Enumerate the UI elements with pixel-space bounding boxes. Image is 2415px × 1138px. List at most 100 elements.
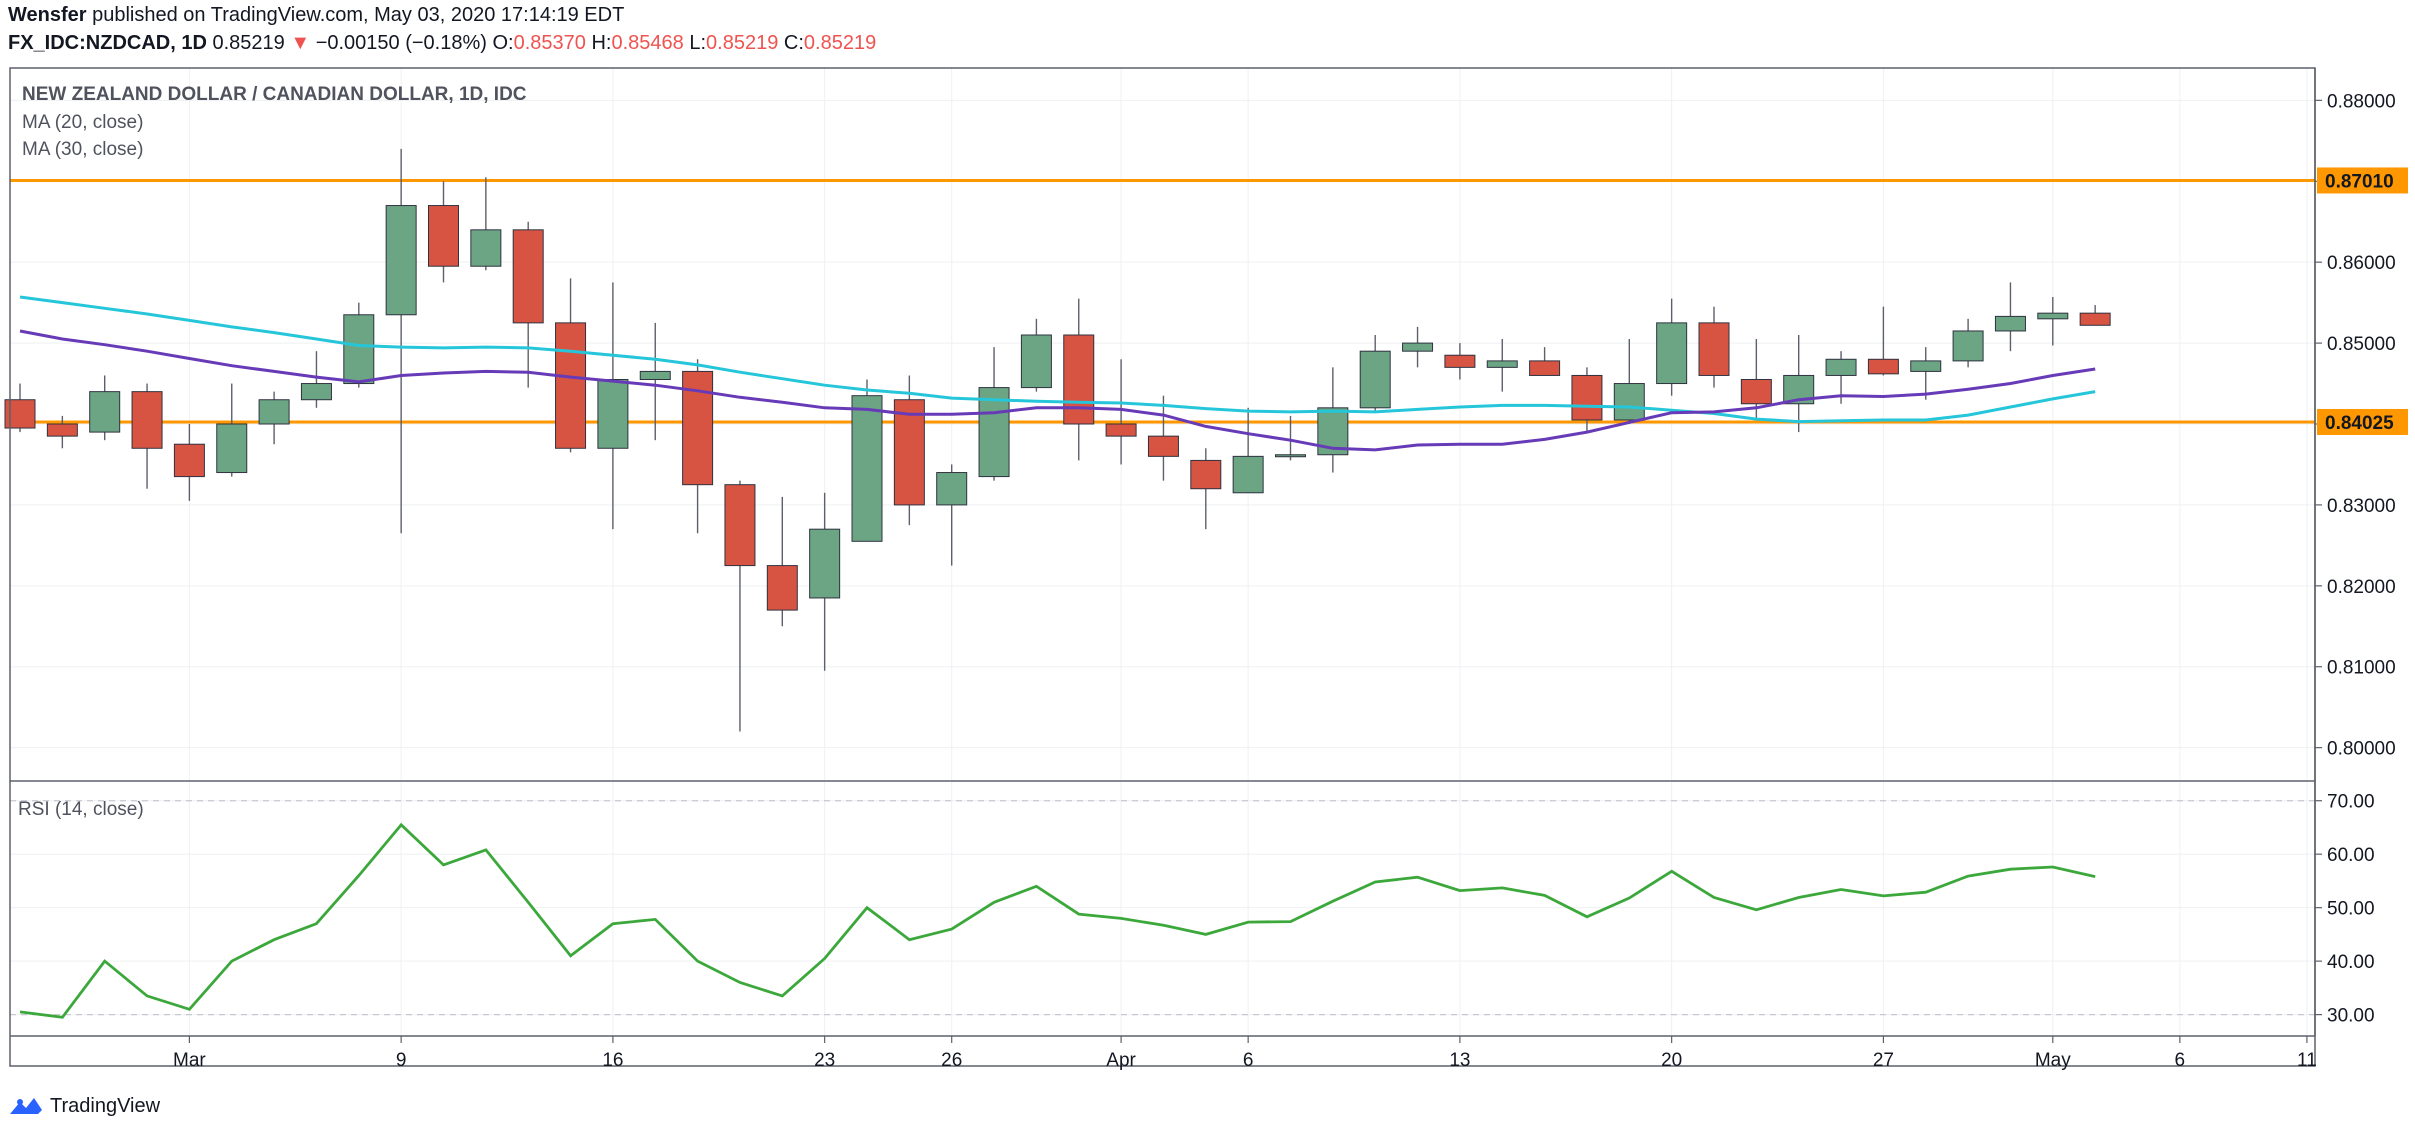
- time-tick-label: Mar: [173, 1050, 206, 1071]
- candle-body: [1571, 374, 1603, 421]
- close-value: 0.85219: [803, 32, 877, 54]
- candle-body: [131, 391, 163, 449]
- candle: [1190, 448, 1222, 530]
- chart-title: NEW ZEALAND DOLLAR / CANADIAN DOLLAR, 1D…: [22, 84, 527, 105]
- time-tick-label: 13: [1449, 1050, 1470, 1071]
- ma20-legend: MA (20, close): [22, 112, 143, 133]
- price-tick-label: 0.82000: [2327, 577, 2396, 598]
- candle-body: [555, 322, 587, 449]
- candle: [682, 359, 714, 534]
- candle-body: [1910, 360, 1942, 372]
- candle-body: [1952, 330, 1984, 362]
- candle-body: [258, 399, 290, 425]
- candle: [385, 148, 417, 534]
- time-tick-label: 6: [2175, 1050, 2186, 1071]
- time-tick-label: 16: [602, 1050, 623, 1071]
- candle: [1783, 335, 1815, 433]
- candle-body: [1444, 354, 1476, 368]
- candle: [1529, 347, 1561, 376]
- high-value: 0.85468: [611, 32, 684, 54]
- rsi-tick-label: 70.00: [2327, 792, 2375, 813]
- candle: [1994, 282, 2026, 352]
- price-chart[interactable]: 0.880000.870000.860000.850000.840000.830…: [0, 0, 2415, 1085]
- rsi-tick-label: 40.00: [2327, 952, 2375, 973]
- author-name[interactable]: Wensfer: [8, 4, 87, 26]
- candle-body: [1994, 315, 2026, 332]
- candle: [89, 375, 121, 441]
- price-tick-label: 0.86000: [2327, 253, 2396, 274]
- candle-body: [936, 472, 968, 506]
- low-value: 0.85219: [706, 32, 779, 54]
- last-price: 0.85219: [212, 32, 285, 54]
- tradingview-logo-icon: [10, 1098, 42, 1114]
- candle-body: [1063, 334, 1095, 425]
- level-label-bg: [2317, 167, 2408, 194]
- candle-body: [1613, 383, 1645, 421]
- level-price-label: 0.84025: [2325, 413, 2394, 434]
- ma30-legend: MA (30, close): [22, 139, 143, 160]
- candle: [1105, 359, 1137, 465]
- down-arrow-icon: ▼: [290, 32, 311, 54]
- time-tick-label: 6: [1243, 1050, 1254, 1071]
- candle: [1444, 343, 1476, 380]
- candle-body: [173, 443, 205, 478]
- symbol-label: FX_IDC:NZDCAD, 1D: [8, 32, 207, 54]
- candle-body: [1529, 360, 1561, 376]
- rsi-tick-label: 50.00: [2327, 899, 2375, 920]
- candle-body: [1275, 454, 1306, 458]
- candle-body: [893, 399, 925, 506]
- level-price-label: 0.87010: [2325, 171, 2394, 192]
- candles: [4, 148, 2111, 732]
- price-tick-label: 0.80000: [2327, 739, 2396, 760]
- candle-body: [470, 229, 502, 267]
- candle-body: [385, 205, 417, 316]
- candle: [1147, 395, 1179, 481]
- time-tick-label: 23: [814, 1050, 835, 1071]
- candle: [1486, 339, 1518, 392]
- candle-body: [1105, 423, 1137, 437]
- candle-body: [639, 370, 671, 380]
- price-tick-label: 0.83000: [2327, 496, 2396, 517]
- tradingview-logo[interactable]: TradingView: [8, 1094, 160, 1118]
- low-label: L:: [689, 32, 707, 54]
- candle: [1275, 415, 1306, 461]
- time-tick-label: May: [2035, 1050, 2071, 1071]
- candle: [893, 375, 925, 526]
- candle: [1359, 335, 1391, 412]
- candle-body: [1359, 350, 1391, 409]
- rsi-tick-label: 30.00: [2327, 1006, 2375, 1027]
- published-text: published on TradingView.com, May 03, 20…: [92, 4, 625, 26]
- candle-body: [2079, 312, 2111, 326]
- candle: [1910, 347, 1942, 400]
- candle: [131, 383, 163, 489]
- candle: [173, 424, 205, 501]
- candle: [1952, 318, 1984, 368]
- rsi-legend: RSI (14, close): [18, 799, 144, 820]
- rsi-series: [10, 800, 2315, 1019]
- ma20-series: [19, 329, 2096, 452]
- candle: [936, 464, 968, 566]
- candle: [1020, 318, 1052, 392]
- candle-body: [216, 423, 248, 474]
- candle-body: [1656, 322, 1688, 385]
- candle: [46, 415, 78, 449]
- candle: [809, 492, 841, 671]
- time-tick-label: 27: [1873, 1050, 1894, 1071]
- candle: [2037, 296, 2069, 346]
- candle-body: [2037, 312, 2069, 320]
- candle: [724, 480, 756, 732]
- candle: [1613, 339, 1645, 424]
- candle-body: [512, 229, 544, 324]
- tradingview-brand: TradingView: [50, 1094, 161, 1117]
- candle-body: [1486, 360, 1518, 368]
- candle: [766, 496, 798, 627]
- price-tick-label: 0.81000: [2327, 658, 2396, 679]
- high-label: H:: [591, 32, 612, 54]
- candle-body: [766, 565, 798, 611]
- publish-info: Wensfer published on TradingView.com, Ma…: [8, 4, 624, 27]
- time-tick-label: Apr: [1106, 1050, 1136, 1071]
- candle-body: [978, 387, 1010, 478]
- candle: [639, 322, 671, 441]
- price-tick-label: 0.88000: [2327, 91, 2396, 112]
- close-label: C:: [783, 32, 804, 54]
